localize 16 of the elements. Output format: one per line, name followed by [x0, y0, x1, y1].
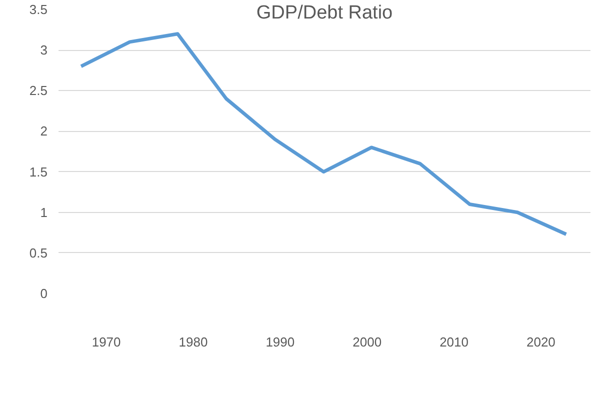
x-tick-label: 2020 — [526, 334, 556, 350]
line-series — [79, 32, 568, 236]
y-tick-label: 2.5 — [29, 83, 48, 98]
y-tick-label: 1.5 — [29, 164, 48, 180]
y-tick-label: 2 — [40, 124, 48, 139]
x-tick-label: 2010 — [440, 334, 468, 350]
y-tick-label: 0 — [40, 286, 48, 301]
x-tick-label: 2000 — [352, 334, 382, 350]
y-tick-label: 1 — [40, 204, 48, 220]
y-tick-label: 0.5 — [29, 245, 48, 260]
x-tick-label: 1980 — [178, 334, 208, 350]
x-tick-label: 1970 — [92, 334, 121, 350]
y-tick-label: 3 — [40, 42, 48, 58]
x-tick-label: 1990 — [266, 334, 295, 350]
chart-title: GDP/Debt Ratio — [256, 2, 393, 24]
y-tick-label: 3.5 — [29, 2, 48, 17]
